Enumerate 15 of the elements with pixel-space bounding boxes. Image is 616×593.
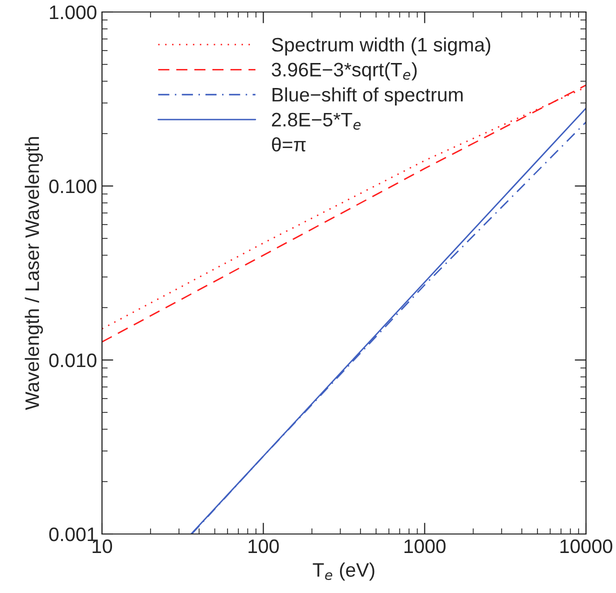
x-tick-label: 10000 xyxy=(560,539,612,554)
y-tick-label: 0.100 xyxy=(49,179,96,194)
x-axis-title: T$_{e}$ (eV) xyxy=(312,562,374,581)
y-axis-title: Wavelength / Laser Wavelength xyxy=(24,137,43,410)
y-tick-label: 0.001 xyxy=(49,527,96,542)
annotation: θ=π xyxy=(272,137,306,152)
x-tick-label: 100 xyxy=(248,539,279,554)
legend-label: 2.8E−5*T$_{e}$ xyxy=(272,112,361,130)
x-tick-label: 10 xyxy=(92,539,112,554)
legend-label: Blue−shift of spectrum xyxy=(272,87,463,106)
y-tick-label: 0.010 xyxy=(49,353,96,368)
legend-label: 3.96E−3*sqrt(T$_{e}$) xyxy=(272,62,417,80)
legend-label: Spectrum width (1 sigma) xyxy=(272,37,490,56)
x-tick-label: 1000 xyxy=(404,539,446,554)
y-tick-label: 1.000 xyxy=(50,5,96,20)
